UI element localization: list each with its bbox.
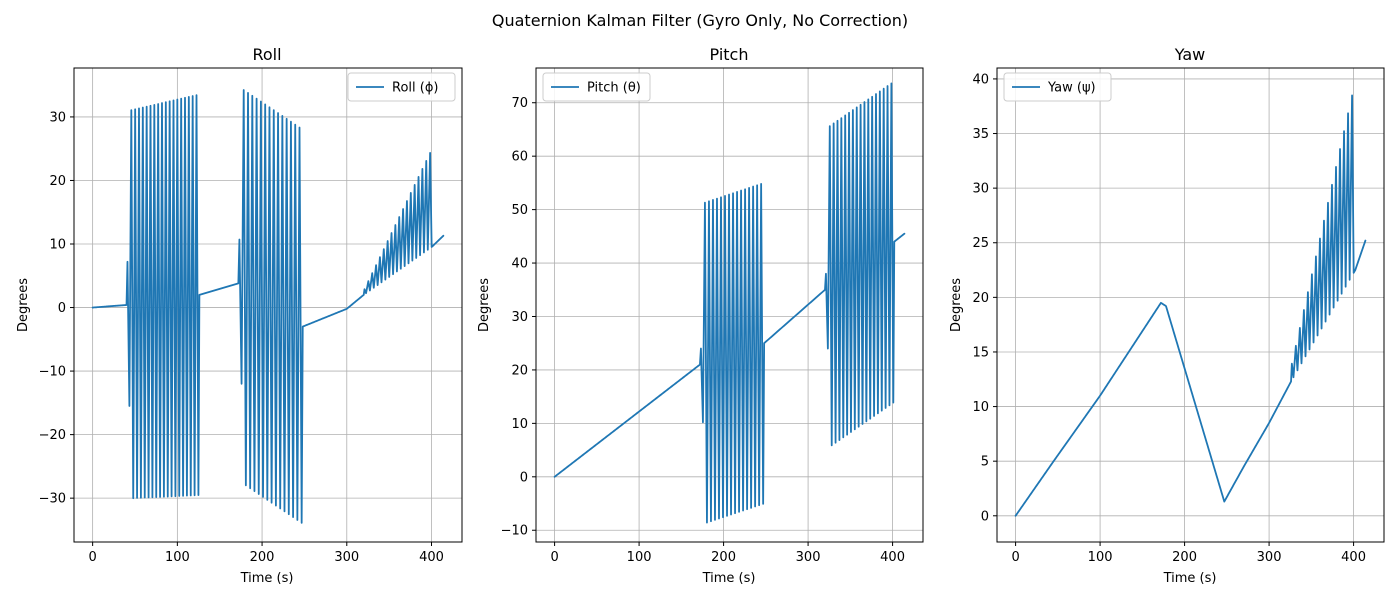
y-tick-label: −10	[501, 524, 528, 539]
x-tick-label: 200	[250, 550, 275, 565]
x-tick-label: 200	[1172, 550, 1197, 565]
panel-yaw: Yaw Time (s) Degrees 0 100 200 300 400 0 5 10 15…	[949, 45, 1385, 586]
y-tick-label: 0	[58, 301, 66, 316]
y-tick-label: 40	[511, 257, 528, 272]
y-tick-label: 15	[972, 345, 989, 360]
y-tick-label: 10	[511, 417, 528, 432]
y-tick-label: 25	[972, 236, 989, 251]
x-tick-label: 400	[419, 550, 444, 565]
y-tick-label: 5	[981, 455, 989, 470]
legend-roll: Roll (ϕ)	[347, 72, 456, 102]
panel-title-yaw: Yaw	[1174, 45, 1205, 64]
y-tick-label: 20	[49, 174, 66, 189]
x-tick-label: 0	[1011, 550, 1019, 565]
legend-box	[542, 72, 651, 102]
x-tick-label: 0	[88, 550, 96, 565]
axes-frame	[535, 67, 924, 543]
y-tick-label: −10	[39, 365, 66, 380]
panel-title-roll: Roll	[252, 45, 281, 64]
y-tick-label: 40	[972, 72, 989, 87]
y-tick-label: −30	[39, 492, 66, 507]
y-tick-label: 60	[511, 150, 528, 165]
legend-label: Roll (ϕ)	[392, 81, 438, 96]
y-axis-label-pitch: Degrees	[477, 278, 492, 332]
y-tick-label: 70	[511, 96, 528, 111]
legend-yaw: Yaw (ψ)	[1003, 72, 1112, 102]
x-tick-label: 300	[796, 550, 821, 565]
y-tick-label: 20	[972, 291, 989, 306]
x-tick-label: 100	[627, 550, 652, 565]
x-tick-label: 400	[1341, 550, 1366, 565]
y-tick-label: 30	[49, 110, 66, 125]
y-tick-label: 35	[972, 127, 989, 142]
series-line-roll	[91, 89, 445, 524]
legend-pitch: Pitch (θ)	[542, 72, 651, 102]
panel-pitch: Pitch Time (s) Degrees 0 100 200 300 400−100…	[477, 45, 924, 586]
x-tick-label: 400	[880, 550, 905, 565]
legend-box	[1003, 72, 1112, 102]
x-tick-label: 100	[165, 550, 190, 565]
x-axis-label-pitch: Time (s)	[702, 571, 756, 586]
legend-box	[347, 72, 456, 102]
x-tick-label: 200	[711, 550, 736, 565]
axes-frame	[996, 67, 1385, 543]
x-tick-label: 100	[1088, 550, 1113, 565]
x-axis-label-yaw: Time (s)	[1163, 571, 1217, 586]
y-tick-label: 10	[49, 238, 66, 253]
series-line-pitch	[553, 82, 906, 524]
x-tick-label: 0	[550, 550, 558, 565]
plot-area-roll: 0 100 200 300 400 −30 −20 −10 0 10 20 30 Roll (ϕ)	[39, 67, 463, 565]
x-axis-label-roll: Time (s)	[240, 571, 294, 586]
y-tick-label: 20	[511, 363, 528, 378]
axes-frame	[73, 67, 463, 543]
legend-label: Yaw (ψ)	[1047, 81, 1096, 96]
figure-suptitle: Quaternion Kalman Filter (Gyro Only, No …	[492, 11, 908, 30]
y-tick-label: 30	[972, 182, 989, 197]
x-tick-label: 300	[1257, 550, 1282, 565]
series-line-yaw	[1014, 94, 1367, 517]
y-tick-label: 0	[520, 470, 528, 485]
y-tick-label: 0	[981, 509, 989, 524]
y-tick-label: −20	[39, 428, 66, 443]
y-axis-label-roll: Degrees	[16, 278, 31, 332]
plot-area-pitch: 0 100 200 300 400 −10 0 10 20 30 40 50 60 70 Pitch (θ)	[501, 67, 924, 565]
panel-roll: Roll Time (s) Degrees 0 100 200 300 400−30−2…	[16, 45, 463, 586]
y-tick-label: 10	[972, 400, 989, 415]
y-axis-label-yaw: Degrees	[949, 278, 964, 332]
legend-label: Pitch (θ)	[587, 81, 641, 96]
plot-area-yaw: 0 100 200 300 400 0 5 10 15 20 25 30 35 40 Yaw (ψ)	[972, 67, 1385, 565]
x-tick-label: 300	[334, 550, 359, 565]
y-tick-label: 30	[511, 310, 528, 325]
y-tick-label: 50	[511, 203, 528, 218]
panel-title-pitch: Pitch	[710, 45, 749, 64]
